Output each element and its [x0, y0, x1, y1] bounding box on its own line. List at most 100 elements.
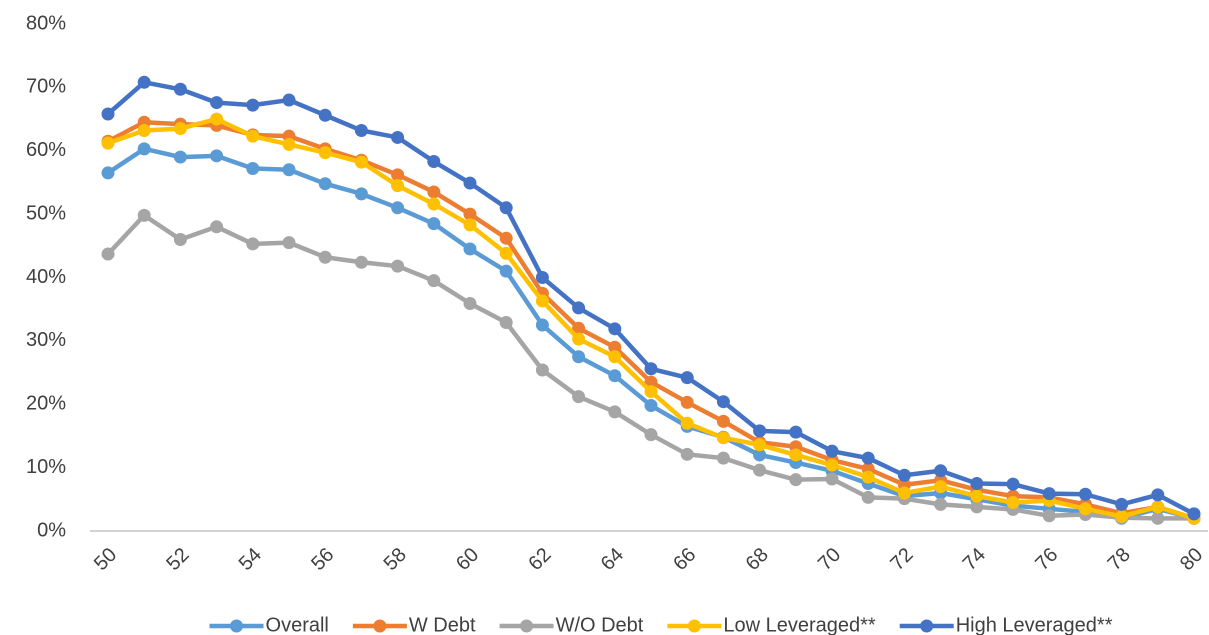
x-tick-label: 70	[814, 544, 845, 575]
point	[137, 142, 151, 156]
y-tick-label: 10%	[26, 456, 66, 478]
point	[934, 497, 948, 511]
point	[680, 447, 694, 461]
point	[1006, 477, 1020, 491]
point	[210, 220, 224, 234]
y-tick-label: 20%	[26, 393, 66, 415]
legend-marker	[920, 619, 934, 633]
point	[934, 464, 948, 478]
point	[680, 371, 694, 385]
point	[246, 161, 260, 175]
point	[680, 395, 694, 409]
series-line	[106, 80, 1196, 516]
point	[535, 363, 549, 377]
point	[753, 463, 767, 477]
point	[1115, 497, 1129, 511]
point	[354, 255, 368, 269]
point	[282, 137, 296, 151]
point	[608, 369, 622, 383]
point	[1042, 509, 1056, 523]
point	[1078, 502, 1092, 516]
point	[897, 486, 911, 500]
y-tick-label: 70%	[26, 76, 66, 98]
point	[463, 296, 477, 310]
x-tick-label: 50	[90, 544, 121, 575]
point	[535, 318, 549, 332]
point	[391, 168, 405, 182]
point	[173, 122, 187, 136]
point	[246, 98, 260, 112]
point	[644, 375, 658, 389]
point	[463, 176, 477, 190]
point	[282, 163, 296, 177]
point	[608, 405, 622, 419]
point	[427, 217, 441, 231]
point	[173, 82, 187, 96]
point	[716, 451, 730, 465]
point	[1151, 511, 1165, 525]
x-tick-label: 64	[597, 544, 628, 575]
x-tick-label: 78	[1104, 544, 1135, 575]
point	[318, 146, 332, 160]
point	[354, 123, 368, 137]
legend-label: W Debt	[409, 614, 476, 635]
point	[282, 93, 296, 107]
point	[354, 155, 368, 169]
point	[427, 197, 441, 211]
point	[101, 107, 115, 121]
point	[789, 473, 803, 487]
x-tick-label: 80	[1176, 544, 1207, 575]
legend-marker	[230, 619, 244, 633]
point	[1078, 487, 1092, 501]
point	[246, 129, 260, 143]
point	[427, 155, 441, 169]
series-line	[106, 119, 1195, 521]
point	[1115, 509, 1129, 523]
point	[535, 294, 549, 308]
point	[427, 274, 441, 288]
x-tick-label: 68	[742, 544, 773, 575]
x-tick-label: 58	[380, 544, 411, 575]
point	[318, 177, 332, 191]
point	[137, 123, 151, 137]
point	[499, 264, 513, 278]
point	[210, 96, 224, 110]
y-tick-label: 30%	[26, 329, 66, 351]
point	[861, 451, 875, 465]
point	[210, 112, 224, 126]
point	[608, 340, 622, 354]
legend-label: W/O Debt	[556, 614, 644, 635]
point	[572, 390, 586, 404]
point	[680, 416, 694, 430]
x-tick-label: 60	[452, 544, 483, 575]
point	[897, 468, 911, 482]
point	[463, 218, 477, 232]
point	[391, 259, 405, 273]
point	[608, 322, 622, 336]
y-tick-label: 80%	[26, 12, 66, 34]
point	[391, 130, 405, 144]
point	[572, 332, 586, 346]
point	[644, 428, 658, 442]
point	[463, 207, 477, 221]
point	[825, 472, 839, 486]
point	[644, 362, 658, 376]
series-line	[107, 116, 1195, 521]
y-tick-label: 60%	[26, 139, 66, 161]
point	[753, 424, 767, 438]
point	[499, 231, 513, 245]
point	[1187, 507, 1201, 521]
point	[1151, 500, 1165, 514]
point	[572, 321, 586, 335]
point	[427, 185, 441, 199]
point	[499, 201, 513, 215]
point	[1151, 488, 1165, 502]
point	[463, 242, 477, 256]
point	[608, 350, 622, 364]
point	[282, 236, 296, 250]
point	[354, 187, 368, 201]
point	[789, 425, 803, 439]
point	[391, 201, 405, 215]
point	[970, 500, 984, 514]
